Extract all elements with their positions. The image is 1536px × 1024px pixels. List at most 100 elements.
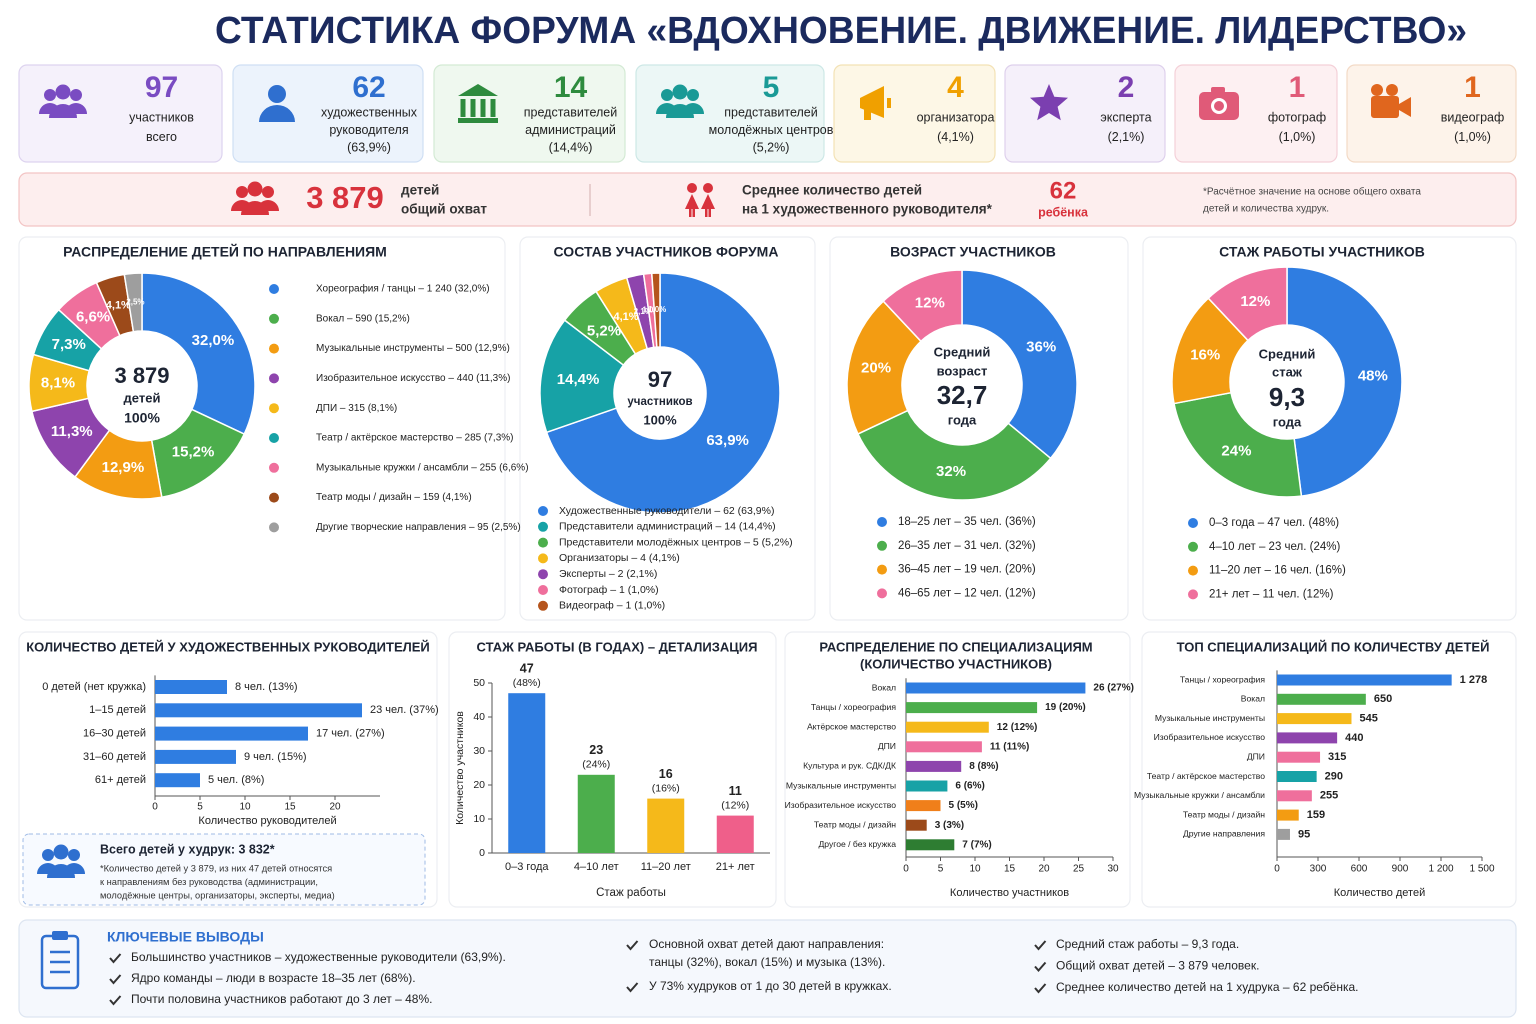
icon bbox=[685, 183, 715, 217]
bar bbox=[155, 773, 200, 788]
card-text: (14,4%) bbox=[549, 140, 593, 154]
note-title: Всего детей у худрук: 3 832* bbox=[100, 842, 275, 856]
legend-text: Эксперты – 2 (2,1%) bbox=[559, 568, 657, 580]
icon-part bbox=[268, 85, 286, 103]
bar-label: 8 (8%) bbox=[969, 761, 998, 772]
bar bbox=[647, 798, 685, 853]
icon-part bbox=[692, 209, 695, 217]
card-value: 1 bbox=[1289, 71, 1306, 104]
slice-label: 48% bbox=[1358, 368, 1388, 385]
card-value: 62 bbox=[352, 71, 385, 104]
x-tick-label: 1 500 bbox=[1469, 864, 1494, 875]
bar-label: 1 278 bbox=[1460, 674, 1488, 686]
summary-bar bbox=[18, 172, 1517, 227]
y-tick-label: 61+ детей bbox=[95, 774, 146, 786]
legend-dot bbox=[269, 313, 279, 324]
bar-label: 95 bbox=[1298, 828, 1310, 840]
icon-part bbox=[259, 105, 295, 122]
slice-label: 16% bbox=[1190, 346, 1220, 363]
bar bbox=[508, 693, 546, 853]
bar-label: 159 bbox=[1307, 809, 1325, 821]
check-mark bbox=[1034, 983, 1047, 994]
card-value: 1 bbox=[1464, 71, 1481, 104]
legend-text: 4–10 лет – 23 чел. (24%) bbox=[1209, 541, 1340, 553]
bar-label: 9 чел. (15%) bbox=[244, 751, 307, 763]
icon bbox=[1199, 87, 1239, 120]
donut-slice bbox=[141, 272, 256, 436]
legend-text: 26–35 лет – 31 чел. (32%) bbox=[898, 540, 1036, 552]
bar bbox=[906, 721, 989, 733]
card-text: организатора bbox=[917, 110, 995, 124]
y-tick-label: 1–15 детей bbox=[89, 704, 146, 716]
note-text: молодёжные центры, организаторы, эксперт… bbox=[100, 890, 335, 900]
icon bbox=[1030, 84, 1068, 121]
icon-part bbox=[241, 201, 269, 215]
icon-part bbox=[1211, 87, 1225, 93]
y-tick-label: Театр моды / дизайн bbox=[1183, 809, 1265, 819]
legend-dot bbox=[538, 506, 548, 516]
icon-part bbox=[470, 99, 476, 117]
check-mark bbox=[626, 940, 639, 951]
bar-label: 440 bbox=[1345, 732, 1363, 744]
y-tick-label: Музыкальные кружки / ансамбли bbox=[1134, 790, 1265, 800]
bar-label: 12 (12%) bbox=[997, 722, 1038, 733]
y-tick-label: Другие направления bbox=[1183, 829, 1265, 839]
bar bbox=[155, 703, 362, 718]
y-tick-label: Музыкальные инструменты bbox=[1155, 713, 1265, 723]
chart-panel bbox=[18, 236, 506, 621]
conclusion-text: Основной охват детей дают направления: bbox=[649, 937, 884, 951]
bar bbox=[906, 780, 948, 792]
icon bbox=[656, 84, 704, 118]
card-text: фотограф bbox=[1268, 110, 1326, 124]
card-text: администраций bbox=[525, 123, 616, 137]
icon-part bbox=[708, 209, 711, 217]
x-tick-label: 0 bbox=[1274, 864, 1280, 875]
x-tick-label: 5 bbox=[938, 864, 944, 875]
icon-part bbox=[42, 849, 54, 861]
icon bbox=[1371, 84, 1411, 118]
slice-label: 63,9% bbox=[706, 432, 749, 449]
slice-label: 14,4% bbox=[557, 371, 600, 388]
icon-part bbox=[460, 99, 466, 117]
icon-part bbox=[689, 209, 692, 217]
legend-text: Другие творческие направления – 95 (2,5%… bbox=[316, 522, 521, 533]
card-text: представителей bbox=[524, 105, 617, 119]
x-tick-label: 1 200 bbox=[1428, 864, 1453, 875]
legend-text: Художественные руководители – 62 (63,9%) bbox=[559, 505, 774, 517]
x-tick-label: 10 bbox=[239, 802, 251, 813]
x-tick-label: 30 bbox=[1107, 864, 1119, 875]
bar bbox=[1277, 751, 1321, 763]
card-value: 2 bbox=[1118, 71, 1135, 104]
legend-dot bbox=[269, 522, 279, 533]
slice-label: 20% bbox=[861, 360, 891, 377]
icon-part bbox=[49, 104, 77, 118]
icon bbox=[37, 844, 85, 878]
y-tick-label: Танцы / хореография bbox=[1180, 674, 1266, 684]
x-tick-label: 11–20 лет bbox=[641, 861, 691, 873]
x-tick-label: 600 bbox=[1351, 864, 1368, 875]
legend-text: 46–65 лет – 12 чел. (12%) bbox=[898, 587, 1036, 599]
conclusion-text: У 73% худруков от 1 до 30 детей в кружка… bbox=[649, 979, 892, 993]
donut-slice bbox=[650, 272, 661, 348]
chart-title: РАСПРЕДЕЛЕНИЕ ПО СПЕЦИАЛИЗАЦИЯМ bbox=[819, 639, 1092, 654]
bar-label: 650 bbox=[1374, 693, 1392, 705]
note-box bbox=[22, 833, 426, 906]
legend-dot bbox=[269, 433, 279, 443]
icon bbox=[40, 931, 80, 990]
icon-part bbox=[480, 99, 486, 117]
legend-dot bbox=[538, 553, 548, 564]
icon bbox=[458, 84, 498, 123]
conclusions-title: КЛЮЧЕВЫЕ ВЫВОДЫ bbox=[107, 929, 264, 945]
slice-label: 15,2% bbox=[172, 444, 215, 461]
conclusion-text: Большинство участников – художественные … bbox=[131, 950, 506, 964]
legend-dot bbox=[877, 564, 887, 575]
center-text: года bbox=[948, 412, 977, 427]
check-mark bbox=[1034, 961, 1047, 973]
center-text: участников bbox=[627, 396, 692, 408]
x-tick-label: 10 bbox=[969, 864, 981, 875]
icon-part bbox=[687, 183, 697, 193]
y-tick-label: 30 bbox=[473, 745, 485, 757]
legend-text: Театр моды / дизайн – 159 (4,1%) bbox=[316, 492, 472, 503]
legend-dot bbox=[877, 588, 887, 599]
